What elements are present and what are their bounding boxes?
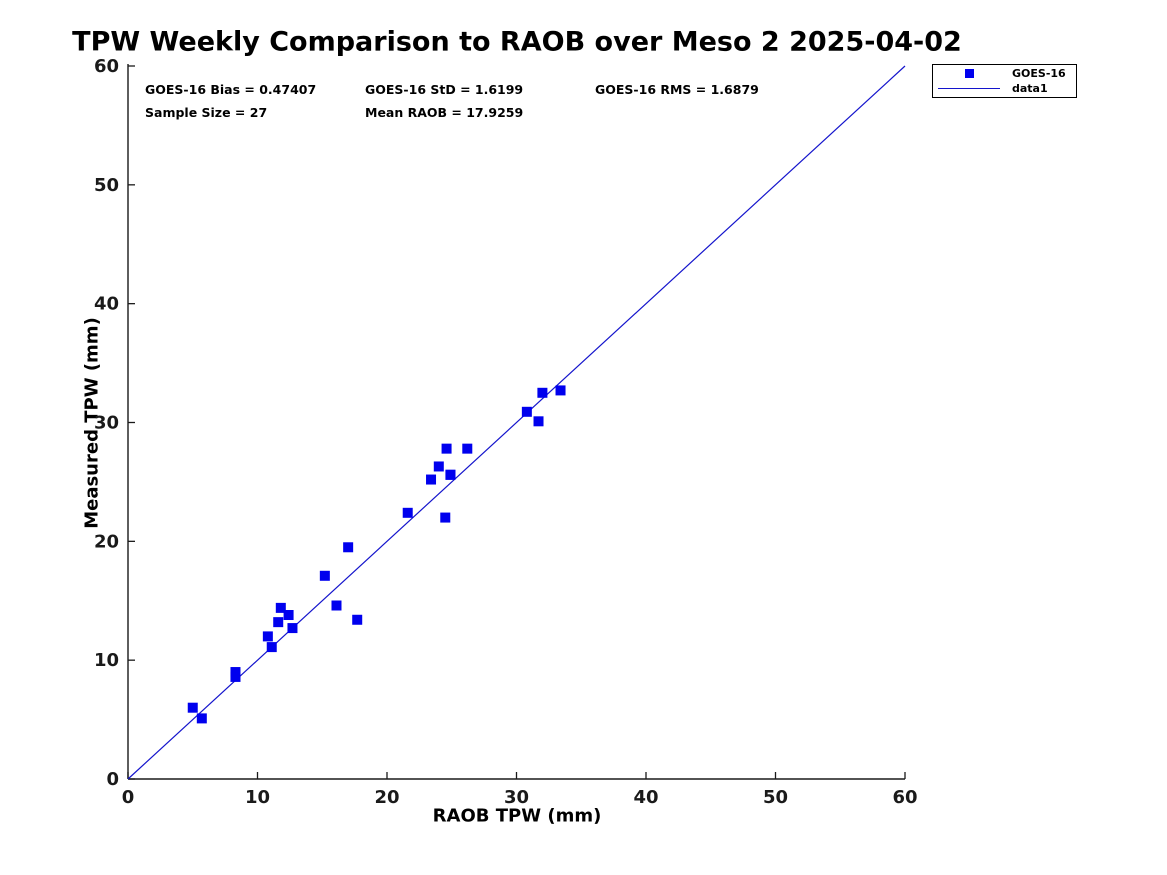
y-tick-label: 20 bbox=[94, 531, 119, 552]
scatter-point bbox=[275, 602, 286, 613]
x-tick-label: 20 bbox=[374, 787, 399, 808]
legend-label-goes16: GOES-16 bbox=[1012, 66, 1066, 80]
scatter-point bbox=[433, 461, 444, 472]
scatter-point bbox=[273, 617, 284, 628]
legend-entry-data1: data1 bbox=[933, 82, 1076, 96]
stat-bias: GOES-16 Bias = 0.47407 bbox=[145, 82, 317, 97]
x-tick-label: 40 bbox=[633, 787, 658, 808]
scatter-point bbox=[426, 474, 437, 485]
scatter-point bbox=[343, 542, 354, 553]
scatter-point bbox=[283, 610, 294, 621]
x-tick-label: 10 bbox=[245, 787, 270, 808]
legend: GOES-16 data1 bbox=[932, 64, 1077, 98]
scatter-point bbox=[331, 600, 342, 611]
scatter-point bbox=[440, 512, 451, 523]
x-tick-label: 50 bbox=[763, 787, 788, 808]
legend-line-swatch bbox=[938, 88, 1000, 90]
stat-sample-size: Sample Size = 27 bbox=[145, 105, 268, 120]
scatter-point bbox=[402, 507, 413, 518]
y-tick-label: 10 bbox=[94, 650, 119, 671]
scatter-point bbox=[266, 642, 277, 653]
legend-marker-swatch bbox=[964, 68, 974, 78]
scatter-point bbox=[352, 614, 363, 625]
x-axis-label: RAOB TPW (mm) bbox=[432, 805, 602, 827]
fit-line bbox=[127, 65, 906, 780]
scatter-point bbox=[262, 631, 273, 642]
x-tick-label: 0 bbox=[122, 787, 135, 808]
y-tick-label: 60 bbox=[94, 56, 119, 77]
legend-label-data1: data1 bbox=[1012, 82, 1048, 96]
scatter-point bbox=[462, 443, 473, 454]
scatter-point bbox=[555, 385, 566, 396]
y-tick-label: 0 bbox=[106, 769, 119, 790]
scatter-point bbox=[537, 387, 548, 398]
scatter-point bbox=[319, 570, 330, 581]
x-tick-label: 30 bbox=[504, 787, 529, 808]
scatter-point bbox=[230, 671, 241, 682]
scatter-point bbox=[441, 443, 452, 454]
stat-rms: GOES-16 RMS = 1.6879 bbox=[595, 82, 759, 97]
chart-title: TPW Weekly Comparison to RAOB over Meso … bbox=[72, 26, 962, 58]
y-tick-label: 30 bbox=[94, 413, 119, 434]
legend-entry-goes16: GOES-16 bbox=[933, 66, 1076, 80]
scatter-point bbox=[533, 416, 544, 427]
y-tick-label: 40 bbox=[94, 294, 119, 315]
scatter-point bbox=[521, 406, 532, 417]
x-tick-label: 60 bbox=[892, 787, 917, 808]
stat-mean-raob: Mean RAOB = 17.9259 bbox=[365, 105, 524, 120]
y-tick-label: 50 bbox=[94, 175, 119, 196]
scatter-point bbox=[445, 469, 456, 480]
stat-std: GOES-16 StD = 1.6199 bbox=[365, 82, 524, 97]
scatter-point bbox=[187, 702, 198, 713]
scatter-point bbox=[287, 623, 298, 634]
scatter-point bbox=[196, 713, 207, 724]
